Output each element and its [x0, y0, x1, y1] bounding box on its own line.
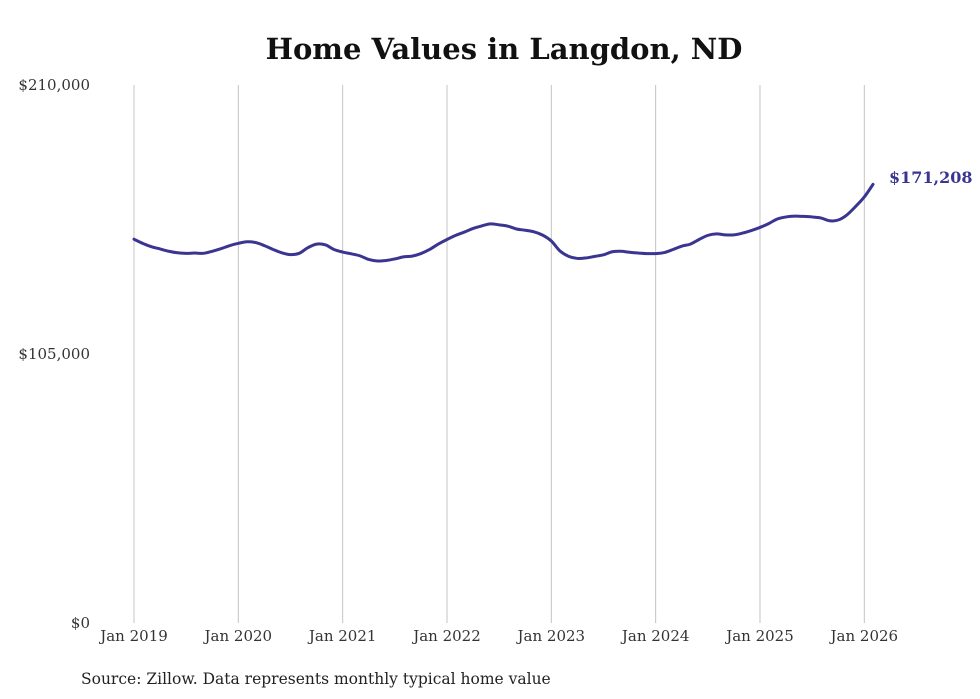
x-tick-label: Jan 2022	[411, 627, 481, 645]
source-note: Source: Zillow. Data represents monthly …	[81, 670, 551, 688]
latest-value-label: $171,208	[889, 168, 973, 187]
x-tick-label: Jan 2020	[203, 627, 273, 645]
x-tick-label: Jan 2026	[829, 627, 899, 645]
x-tick-label: Jan 2025	[724, 627, 794, 645]
x-axis-tick-labels: Jan 2019 Jan 2020 Jan 2021 Jan 2022 Jan 2023…	[98, 627, 898, 645]
home-value-series-line	[132, 182, 875, 263]
y-tick-label: $105,000	[18, 345, 90, 363]
x-tick-label: Jan 2024	[620, 627, 690, 645]
vertical-gridlines	[133, 85, 865, 623]
chart-title: Home Values in Langdon, ND	[266, 32, 743, 66]
x-tick-label: Jan 2021	[307, 627, 377, 645]
x-tick-label: Jan 2023	[516, 627, 586, 645]
y-axis-tick-labels: $0 $105,000 $210,000	[18, 76, 90, 632]
y-tick-label: $210,000	[18, 76, 90, 94]
y-tick-label: $0	[71, 614, 90, 632]
x-tick-label: Jan 2019	[98, 627, 168, 645]
